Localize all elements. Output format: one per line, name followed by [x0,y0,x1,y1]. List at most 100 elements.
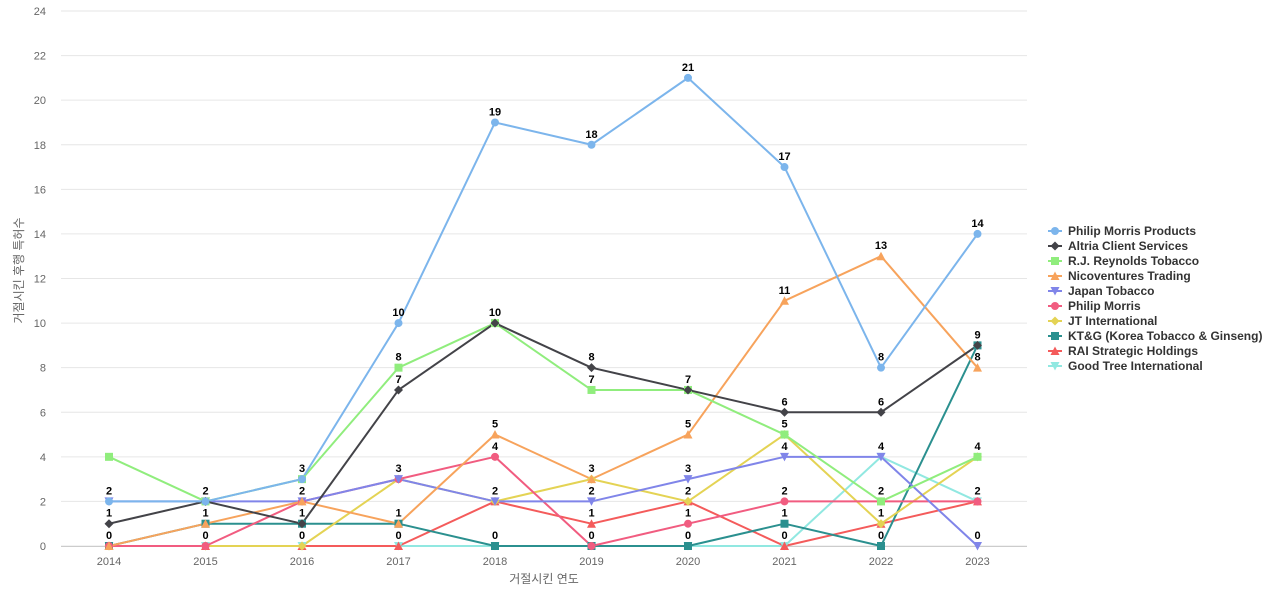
data-label: 1 [685,508,691,520]
x-tick-label: 2023 [965,556,989,568]
legend-item: RAI Strategic Holdings [1048,344,1198,358]
x-tick-label: 2021 [772,556,796,568]
legend-item: Good Tree International [1048,359,1203,373]
series-line [109,433,979,547]
x-tick-label: 2019 [579,556,603,568]
data-point [105,452,113,461]
data-label: 21 [682,62,694,74]
x-tick-label: 2017 [386,556,410,568]
data-label: 10 [489,307,501,319]
data-label: 9 [974,329,980,341]
y-tick-label: 6 [40,407,46,419]
data-point [876,251,886,261]
legend-marker [1050,271,1060,280]
series-lines [108,76,979,547]
data-point [394,475,403,484]
data-point [297,519,307,529]
data-point [780,519,789,528]
data-label: 0 [492,530,498,542]
data-point [780,163,789,172]
data-point [973,340,982,350]
data-point [684,519,692,528]
y-axis-title: 거절시킨 후행 특허수 [11,217,26,323]
data-point [876,519,886,529]
data-label: 8 [878,352,884,364]
data-label: 18 [585,129,597,141]
y-tick-label: 10 [34,318,46,330]
data-label: 1 [299,508,305,520]
data-label: 2 [781,485,787,497]
y-tick-label: 24 [34,6,46,18]
data-label: 0 [685,530,691,542]
x-tick-label: 2020 [676,556,700,568]
data-label: 0 [781,530,787,542]
data-label: 2 [878,485,884,497]
legend-label: Japan Tobacco [1068,284,1154,298]
data-point [491,542,499,550]
legend-label: Altria Client Services [1068,239,1188,253]
legend-item: Japan Tobacco [1048,284,1154,298]
data-label: 1 [395,508,401,520]
data-point [587,542,596,550]
legend-item: KT&G (Korea Tobacco & Ginseng) [1048,329,1262,343]
legend-item: R.J. Reynolds Tobacco [1048,254,1199,268]
data-point [876,452,886,462]
series-line [109,76,979,503]
data-point [490,318,500,328]
y-tick-label: 4 [40,452,46,464]
data-point [780,407,789,417]
legend-marker [1050,287,1060,296]
data-label: 14 [971,218,984,230]
legend-label: KT&G (Korea Tobacco & Ginseng) [1068,329,1262,343]
data-label: 4 [492,441,499,453]
data-label: 1 [781,508,787,520]
data-label: 17 [778,151,790,163]
data-label: 0 [395,530,401,542]
data-label: 2 [588,485,594,497]
data-point [876,407,886,417]
data-point [105,497,113,506]
data-label: 13 [875,240,887,252]
data-label: 5 [685,419,691,431]
x-axis-ticks: 2014 2015 2016 2017 2018 2019 2020 2021 2022 2023 [97,556,990,568]
legend-marker [1051,257,1059,265]
x-tick-label: 2022 [869,556,893,568]
data-label: 8 [395,352,401,364]
data-point [973,497,982,506]
data-label: 3 [588,463,594,475]
data-point [587,140,596,149]
data-label: 6 [781,396,787,408]
data-label: 5 [781,419,787,431]
data-point [780,430,789,439]
data-point [394,363,403,372]
data-point [394,319,403,328]
data-label: 0 [588,530,594,542]
y-tick-label: 8 [40,363,46,375]
data-point [491,118,499,127]
data-point [877,363,885,372]
data-label: 4 [878,441,885,453]
data-point [780,296,789,305]
x-tick-label: 2016 [290,556,314,568]
y-tick-label: 14 [34,229,46,241]
grid-lines [61,10,1027,547]
series-markers [104,73,982,551]
data-point [104,519,114,529]
y-tick-label: 16 [34,184,46,196]
data-label: 0 [878,530,884,542]
legend-marker [1050,316,1060,326]
data-label: 0 [974,530,980,542]
data-label: 7 [588,374,594,386]
y-tick-label: 2 [40,496,46,508]
data-point [683,475,693,484]
data-point [394,541,403,550]
legend-marker [1051,302,1059,310]
data-label: 6 [878,396,884,408]
data-label: 2 [974,485,980,497]
y-tick-label: 18 [34,140,46,152]
x-tick-label: 2015 [193,556,217,568]
legend-item: Nicoventures Trading [1048,269,1191,283]
legend-marker [1051,332,1059,340]
